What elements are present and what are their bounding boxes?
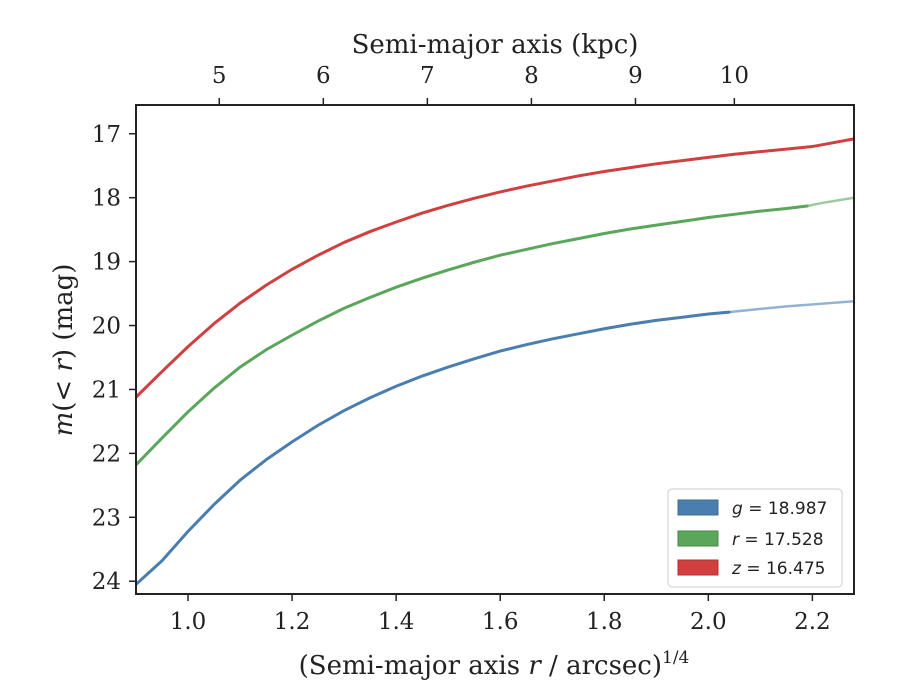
legend-label-r: r = 17.528 [732, 530, 824, 550]
x-tick-label: 2.2 [794, 609, 831, 635]
y-tick-label: 20 [92, 314, 121, 340]
series-lines [136, 137, 854, 586]
series-line-g-faded [729, 299, 854, 314]
y-tick-label: 21 [92, 377, 121, 403]
axes: 1.0 1.2 1.4 1.6 1.8 2.0 2.2 17 18 19 20 21 22 23 24 5 6 7… [92, 63, 855, 635]
y-tick-label: 24 [92, 569, 121, 595]
x-tick-label: 2.0 [690, 609, 727, 635]
y-tick-label: 18 [92, 186, 121, 212]
x-tick-label: 1.8 [586, 609, 623, 635]
y-tick-label: 23 [92, 505, 121, 531]
x-tick-label: 1.6 [482, 609, 519, 635]
y-axis-title: m(< r) (mag) [49, 264, 79, 437]
legend: g = 18.987 r = 17.528 z = 16.475 [667, 488, 843, 588]
plot-frame [135, 104, 855, 595]
top-axis-title: Semi-major axis (kpc) [352, 30, 639, 60]
series-line-z [136, 137, 854, 399]
legend-swatch-z [677, 559, 719, 576]
x-tick-label: 1.0 [170, 609, 207, 635]
series-line-r [136, 204, 809, 467]
top-tick-label: 7 [420, 63, 435, 89]
series-line-r-faded [806, 196, 854, 208]
legend-swatch-r [677, 530, 719, 547]
top-tick-label: 6 [316, 63, 331, 89]
legend-label-g: g = 18.987 [732, 499, 827, 519]
legend-swatch-g [677, 499, 719, 516]
top-tick-label: 5 [212, 63, 227, 89]
plot-area [136, 137, 854, 586]
legend-item-g: g = 18.987 [677, 499, 827, 519]
y-tick-label: 19 [92, 250, 121, 276]
legend-item-z: z = 16.475 [677, 559, 825, 579]
top-tick-label: 9 [628, 63, 643, 89]
y-tick-label: 22 [92, 441, 121, 467]
x-tick-label: 1.4 [378, 609, 415, 635]
top-tick-label: 10 [720, 63, 749, 89]
legend-label-z: z = 16.475 [731, 559, 825, 579]
legend-item-r: r = 17.528 [677, 530, 824, 550]
series-line-g [136, 310, 731, 586]
top-tick-label: 8 [524, 63, 539, 89]
x-tick-label: 1.2 [274, 609, 311, 635]
x-axis-title: (Semi-major axis r / arcsec)1/4 [299, 648, 690, 681]
y-tick-label: 17 [92, 122, 121, 148]
